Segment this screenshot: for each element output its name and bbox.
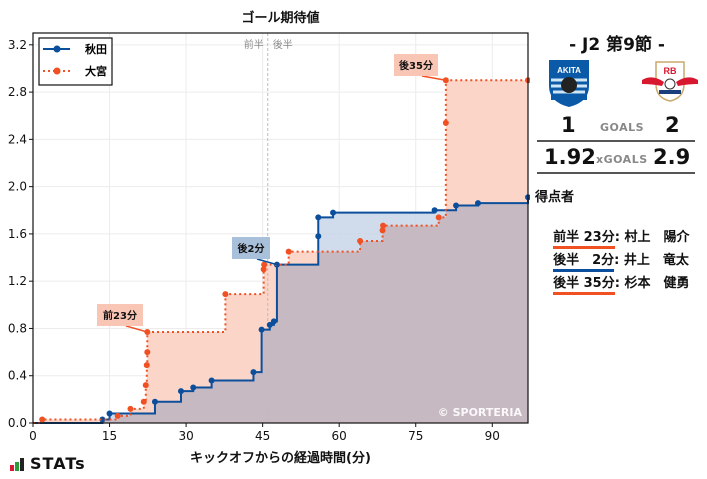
y-tick-label: 2.8: [8, 85, 27, 99]
data-point: [250, 369, 257, 376]
data-point: [222, 291, 229, 298]
stats-logo-text: STATs: [30, 454, 86, 473]
stats-logo: STATs: [10, 454, 86, 473]
y-tick-label: 1.2: [8, 274, 27, 288]
y-tick-label: 0.8: [8, 321, 27, 335]
data-point: [266, 321, 273, 328]
data-point: [208, 377, 215, 384]
x-tick-label: 75: [408, 429, 423, 443]
scorer-row: 前半 23分: 村上 陽介: [535, 211, 689, 260]
overlap-area: [33, 197, 528, 423]
x-tick-label: 45: [255, 429, 270, 443]
matchday-title: - J2 第9節 -: [569, 35, 665, 55]
y-tick-label: 0.0: [8, 416, 27, 430]
data-point: [258, 326, 265, 333]
scorer-time: 後半 2分: [553, 249, 615, 272]
second-half-label: 後半: [273, 38, 293, 51]
goal-annotation: [232, 237, 270, 259]
goal-annotation-label: 後35分: [399, 59, 433, 72]
svg-text:RB: RB: [664, 66, 677, 76]
y-tick-label: 0.4: [8, 369, 27, 383]
goals-row: 1 GOALS 2: [537, 113, 695, 142]
data-point: [315, 214, 322, 221]
goal-annotation: [97, 304, 143, 326]
data-point: [190, 384, 197, 391]
first-half-label: 前半: [244, 38, 264, 51]
scorer-time: 後半 35分: [553, 272, 615, 295]
plot-frame: [32, 32, 529, 424]
data-point: [380, 222, 387, 229]
scorer-time: 前半 23分: [553, 226, 615, 249]
data-point: [260, 266, 267, 273]
x-tick-label: 30: [178, 429, 193, 443]
legend-label: 大宮: [85, 64, 107, 78]
x-axis-label: キックオフからの経過時間(分): [190, 450, 371, 466]
data-point: [114, 412, 121, 419]
data-point: [127, 405, 134, 412]
watermark: © SPORTERIA: [438, 406, 523, 419]
data-point: [142, 382, 149, 389]
omiya-badge-icon: RB: [642, 61, 698, 102]
data-point: [474, 200, 481, 207]
bar-chart-icon: [10, 458, 24, 471]
goals-label: GOALS: [600, 121, 645, 134]
data-point: [39, 416, 46, 423]
away-xg: 2.9: [653, 145, 691, 169]
akita-badge-icon: AKITA: [549, 60, 589, 107]
goal-annotation-label: 前23分: [103, 309, 137, 322]
legend-label: 秋田: [85, 42, 107, 56]
goal-annotation: [394, 54, 438, 76]
akita-badge-text: AKITA: [557, 66, 581, 75]
data-point: [177, 388, 184, 395]
data-point: [453, 202, 460, 209]
data-point: [261, 261, 268, 268]
scorer-name: : 杉本 健勇: [614, 276, 690, 291]
x-tick-label: 15: [102, 429, 117, 443]
goal-annotation-label: 後2分: [238, 242, 265, 255]
data-point: [442, 119, 449, 126]
x-tick-label: 90: [485, 429, 500, 443]
scorer-name: : 井上 竜太: [614, 253, 689, 268]
data-point: [140, 398, 147, 405]
scorer-row: 後半 2分: 井上 竜太: [535, 234, 689, 283]
xg-row: 1.92 xGOALS 2.9: [537, 145, 695, 174]
xg-label: xGOALS: [596, 153, 648, 166]
x-tick-label: 60: [332, 429, 347, 443]
scorer-name: : 村上 陽介: [614, 230, 690, 245]
data-point: [99, 416, 106, 423]
data-point: [357, 238, 364, 244]
away-goals: 2: [665, 113, 680, 137]
data-point: [144, 349, 151, 356]
data-point: [431, 207, 438, 214]
scorer-row: 後半 35分: 杉本 健勇: [535, 257, 689, 306]
y-tick-label: 1.6: [8, 227, 27, 241]
home-goals: 1: [561, 113, 576, 137]
y-tick-label: 2.0: [8, 180, 27, 194]
data-point: [330, 209, 337, 216]
data-point: [143, 362, 150, 369]
y-tick-label: 3.2: [8, 38, 27, 52]
chart-title: ゴール期待値: [241, 10, 319, 26]
data-point: [151, 398, 158, 405]
home-xg: 1.92: [544, 145, 596, 169]
data-point: [379, 227, 386, 234]
data-point: [435, 214, 442, 221]
data-point: [315, 233, 322, 240]
data-point: [285, 248, 292, 255]
data-point: [106, 410, 113, 417]
scorers-title: 得点者: [535, 190, 575, 205]
data-point: [270, 318, 277, 325]
x-tick-label: 0: [29, 429, 37, 443]
y-tick-label: 2.4: [8, 132, 27, 146]
